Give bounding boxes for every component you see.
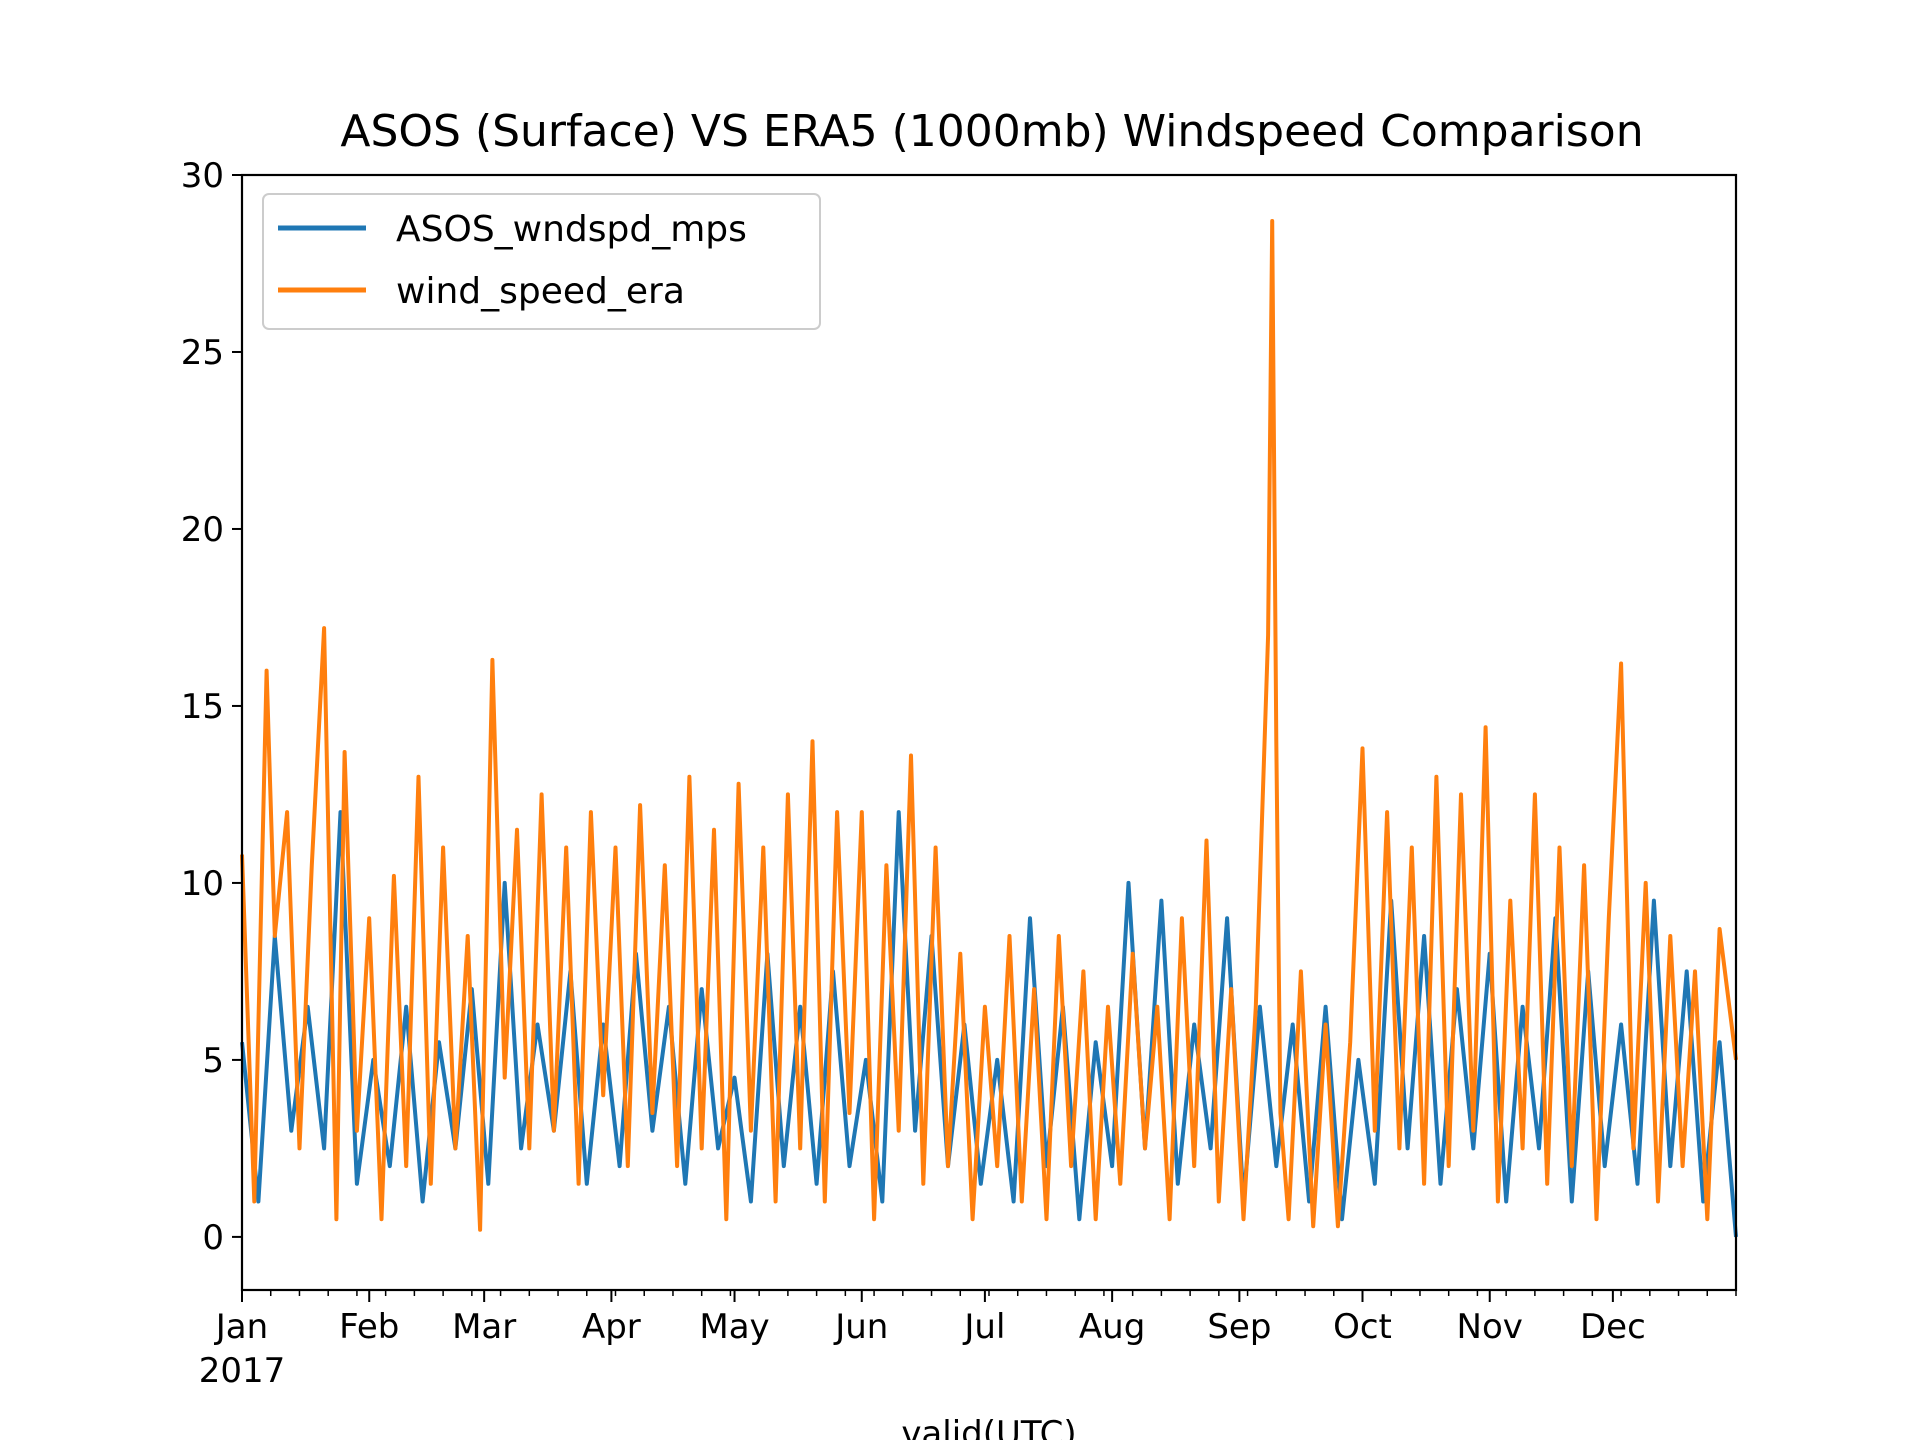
x-tick-sublabel: 2017 xyxy=(199,1351,286,1391)
chart-title: ASOS (Surface) VS ERA5 (1000mb) Windspee… xyxy=(340,106,1643,157)
legend-box xyxy=(262,193,821,330)
x-tick-label: May xyxy=(699,1307,769,1347)
legend-label-era: wind_speed_era xyxy=(396,271,685,312)
x-tick-label: Apr xyxy=(582,1307,641,1347)
x-tick-label: Feb xyxy=(339,1307,399,1347)
y-tick-label: 0 xyxy=(202,1218,224,1258)
x-tick-label: Aug xyxy=(1079,1307,1145,1347)
y-tick-label: 20 xyxy=(181,510,224,550)
x-axis-label: valid(UTC) xyxy=(901,1414,1076,1440)
x-tick-label: Oct xyxy=(1333,1307,1392,1347)
x-tick-label: Jan xyxy=(214,1307,268,1347)
x-tick-label: Nov xyxy=(1457,1307,1523,1347)
series-line-asos-wndspd-mps xyxy=(240,810,1738,1238)
plot-area xyxy=(240,173,1738,1292)
y-tick-label: 10 xyxy=(181,864,224,904)
series-line-wind-speed-era xyxy=(240,219,1738,1232)
x-tick-label: Jun xyxy=(833,1307,888,1347)
y-tick-label: 30 xyxy=(181,156,224,196)
legend-label-asos: ASOS_wndspd_mps xyxy=(396,209,747,250)
legend: ASOS_wndspd_mps wind_speed_era xyxy=(262,193,821,330)
x-tick-label: Mar xyxy=(452,1307,516,1347)
x-tick-label: Sep xyxy=(1207,1307,1271,1347)
y-tick-label: 15 xyxy=(181,687,224,727)
y-tick-label: 5 xyxy=(202,1041,224,1081)
y-tick-label: 25 xyxy=(181,333,224,373)
y-axis: 0 5 10 15 20 25 30 xyxy=(181,156,242,1258)
series-layer xyxy=(240,219,1738,1238)
x-tick-label: Dec xyxy=(1580,1307,1646,1347)
x-tick-label: Jul xyxy=(962,1307,1005,1347)
